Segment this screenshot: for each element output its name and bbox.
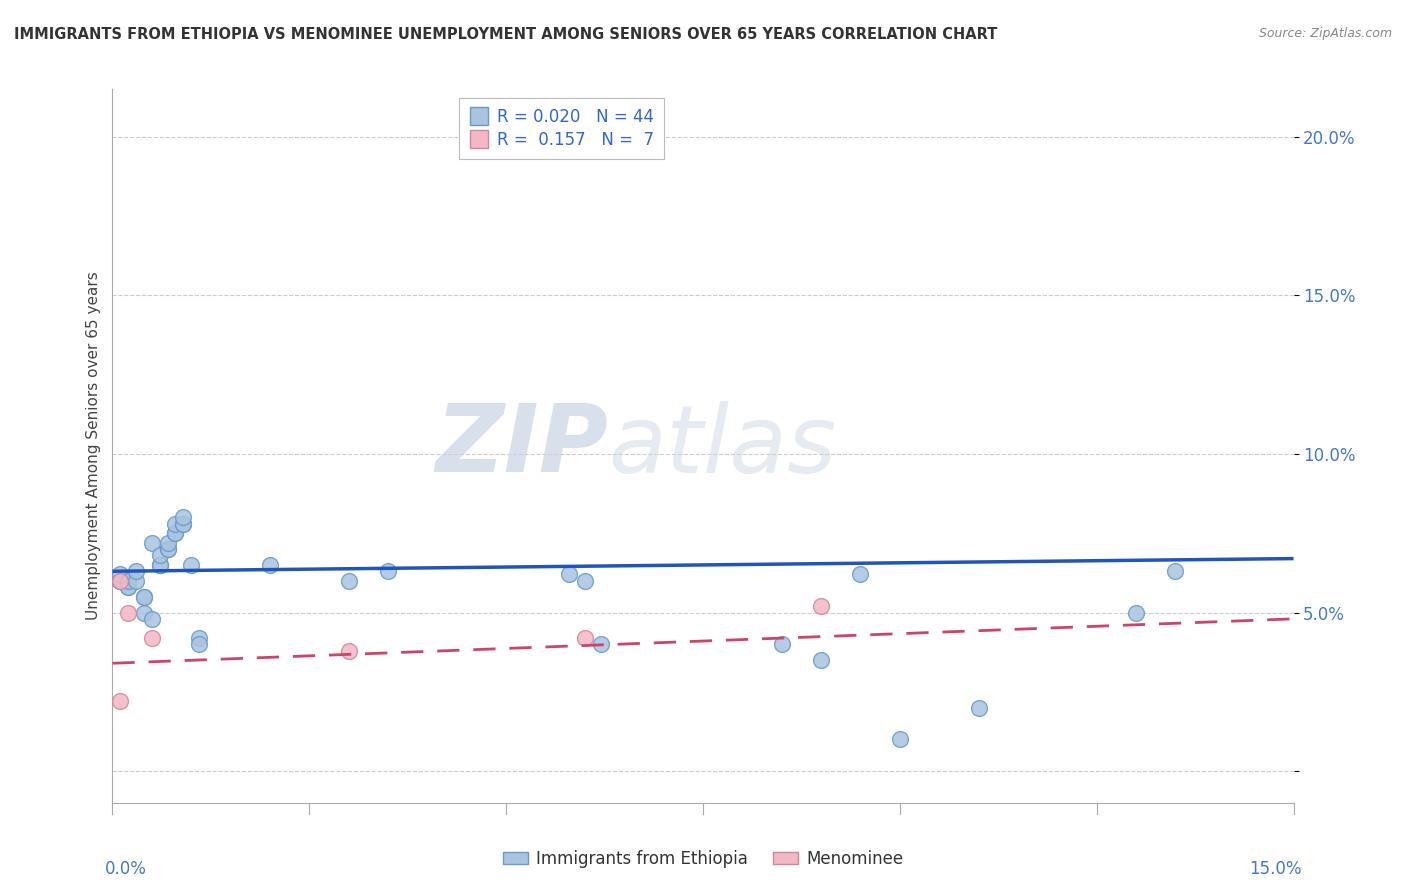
Point [1164, 564, 1187, 578]
Point [117, 574, 139, 588]
Point [165, 526, 187, 541]
Text: ZIP: ZIP [436, 400, 609, 492]
Point [149, 558, 172, 572]
Text: Source: ZipAtlas.com: Source: ZipAtlas.com [1258, 27, 1392, 40]
Text: atlas: atlas [609, 401, 837, 491]
Point [110, 574, 132, 588]
Point [132, 606, 155, 620]
Point [188, 631, 211, 645]
Point [188, 637, 211, 651]
Point [810, 653, 832, 667]
Point [172, 516, 194, 531]
Point [110, 574, 132, 588]
Point [125, 574, 148, 588]
Point [141, 535, 163, 549]
Text: 0.0%: 0.0% [104, 860, 146, 878]
Legend: R = 0.020   N = 44, R =  0.157   N =  7: R = 0.020 N = 44, R = 0.157 N = 7 [458, 97, 664, 159]
Point [110, 574, 132, 588]
Point [156, 542, 179, 557]
Point [558, 567, 581, 582]
Point [967, 700, 990, 714]
Point [125, 564, 148, 578]
Point [810, 599, 832, 614]
Point [165, 526, 187, 541]
Point [156, 542, 179, 557]
Point [849, 567, 872, 582]
Point [132, 590, 155, 604]
Point [110, 567, 132, 582]
Point [110, 694, 132, 708]
Point [770, 637, 793, 651]
Point [337, 643, 360, 657]
Point [156, 535, 179, 549]
Point [141, 631, 163, 645]
Point [141, 612, 163, 626]
Y-axis label: Unemployment Among Seniors over 65 years: Unemployment Among Seniors over 65 years [86, 272, 101, 620]
Point [117, 580, 139, 594]
Point [132, 590, 155, 604]
Point [574, 631, 596, 645]
Legend: Immigrants from Ethiopia, Menominee: Immigrants from Ethiopia, Menominee [496, 844, 910, 875]
Point [1125, 606, 1147, 620]
Point [117, 606, 139, 620]
Point [259, 558, 281, 572]
Point [180, 558, 202, 572]
Point [110, 574, 132, 588]
Point [149, 549, 172, 563]
Point [110, 574, 132, 588]
Point [889, 732, 911, 747]
Point [172, 516, 194, 531]
Point [589, 637, 612, 651]
Point [377, 564, 399, 578]
Point [117, 574, 139, 588]
Point [172, 510, 194, 524]
Point [337, 574, 360, 588]
Point [117, 580, 139, 594]
Point [574, 574, 596, 588]
Point [149, 558, 172, 572]
Text: 15.0%: 15.0% [1249, 860, 1302, 878]
Text: IMMIGRANTS FROM ETHIOPIA VS MENOMINEE UNEMPLOYMENT AMONG SENIORS OVER 65 YEARS C: IMMIGRANTS FROM ETHIOPIA VS MENOMINEE UN… [14, 27, 997, 42]
Point [165, 516, 187, 531]
